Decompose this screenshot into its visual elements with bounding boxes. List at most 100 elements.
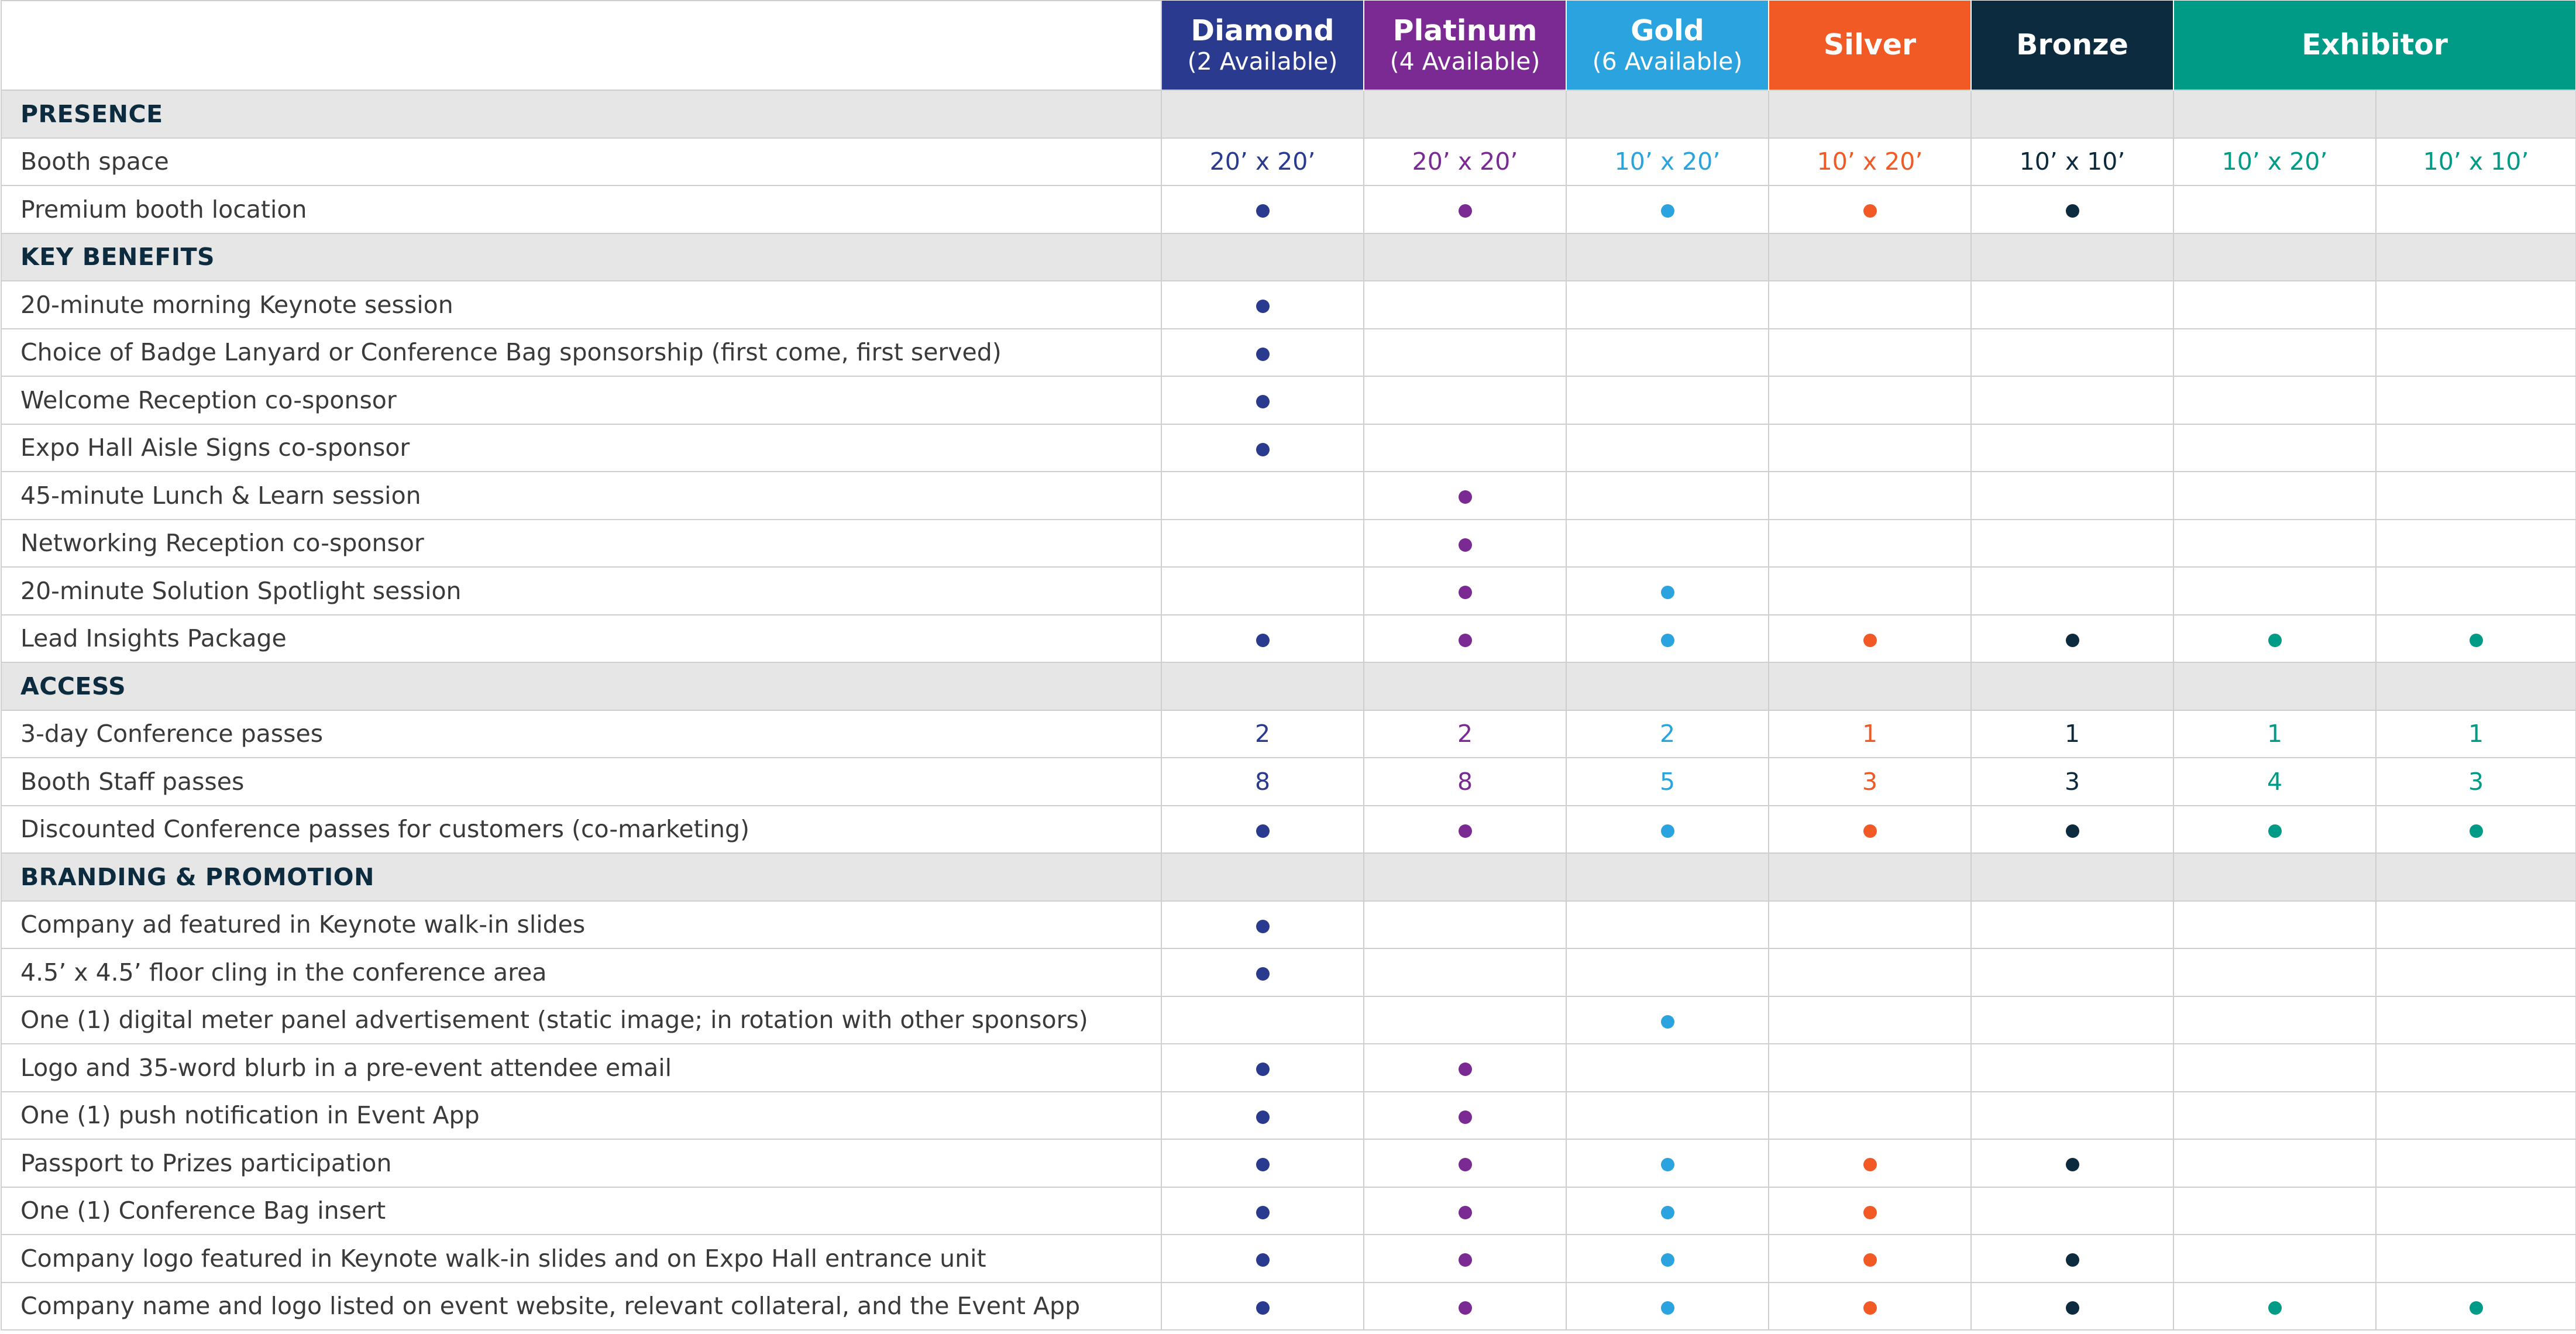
included-dot-icon	[1458, 1110, 1472, 1124]
feature-row: 20-minute Solution Spotlight session	[1, 566, 2576, 616]
included-dot-icon	[1458, 1301, 1472, 1315]
benefit-cell	[1566, 185, 1769, 234]
feature-row: One (1) Conference Bag insert	[1, 1186, 2576, 1235]
benefit-cell	[1363, 1281, 1567, 1330]
empty-cell	[2173, 1234, 2376, 1283]
included-dot-icon	[1458, 204, 1472, 218]
empty-cell	[2173, 1091, 2376, 1140]
benefit-value: 20’ x 20’	[1363, 137, 1567, 186]
empty-cell	[1363, 376, 1567, 425]
section-cell	[1363, 232, 1567, 281]
empty-cell	[1566, 518, 1769, 568]
empty-cell	[1970, 376, 2174, 425]
feature-label: Company logo featured in Keynote walk-in…	[1, 1234, 1162, 1283]
benefit-cell	[1363, 1091, 1567, 1140]
included-dot-icon	[1458, 586, 1472, 600]
empty-cell	[1768, 328, 1972, 377]
benefit-cell	[1161, 185, 1364, 234]
feature-label: 4.5’ x 4.5’ floor cling in the conferenc…	[1, 948, 1162, 997]
empty-cell	[2173, 471, 2376, 520]
empty-cell	[2173, 185, 2376, 234]
empty-cell	[2173, 280, 2376, 329]
feature-row: 4.5’ x 4.5’ floor cling in the conferenc…	[1, 948, 2576, 997]
feature-row: Company logo featured in Keynote walk-in…	[1, 1234, 2576, 1283]
benefit-cell	[1161, 614, 1364, 663]
benefit-cell	[1363, 1043, 1567, 1092]
empty-cell	[1970, 1091, 2174, 1140]
feature-row: Company ad featured in Keynote walk-in s…	[1, 900, 2576, 949]
benefit-cell	[1161, 328, 1364, 377]
section-header-row: BRANDING & PROMOTION	[1, 852, 2576, 902]
feature-label: Premium booth location	[1, 185, 1162, 234]
benefit-value: 10’ x 10’	[1970, 137, 2174, 186]
empty-cell	[1363, 948, 1567, 997]
feature-label: One (1) digital meter panel advertisemen…	[1, 995, 1162, 1044]
benefit-value: 20’ x 20’	[1161, 137, 1364, 186]
section-cell	[1768, 232, 1972, 281]
included-dot-icon	[2469, 633, 2483, 647]
section-cell	[2173, 90, 2376, 139]
tier-name: Gold	[1631, 14, 1704, 48]
benefit-cell	[1363, 1186, 1567, 1235]
empty-cell	[1566, 376, 1769, 425]
empty-cell	[1970, 1186, 2174, 1235]
included-dot-icon	[1256, 1253, 1270, 1267]
empty-cell	[1970, 471, 2174, 520]
included-dot-icon	[1458, 1253, 1472, 1267]
tier-name: Exhibitor	[2302, 27, 2448, 61]
feature-label: Logo and 35-word blurb in a pre-event at…	[1, 1043, 1162, 1092]
empty-cell	[1768, 471, 1972, 520]
included-dot-icon	[1256, 1301, 1270, 1315]
empty-cell	[1363, 280, 1567, 329]
included-dot-icon	[2268, 633, 2282, 647]
benefit-cell	[1768, 185, 1972, 234]
empty-cell	[1363, 995, 1567, 1044]
feature-label: 3-day Conference passes	[1, 709, 1162, 758]
benefit-cell	[1970, 804, 2174, 854]
section-cell	[1768, 852, 1972, 902]
benefit-cell	[1768, 804, 1972, 854]
benefit-cell	[2375, 614, 2576, 663]
section-cell	[1566, 662, 1769, 711]
empty-cell	[2375, 518, 2576, 568]
empty-cell	[2375, 1186, 2576, 1235]
section-cell	[2375, 662, 2576, 711]
included-dot-icon	[2065, 1158, 2079, 1172]
benefit-value: 1	[2173, 709, 2376, 758]
benefit-value: 5	[1566, 757, 1769, 806]
tier-availability: (4 Available)	[1390, 47, 1540, 75]
section-cell	[1363, 662, 1567, 711]
included-dot-icon	[1458, 1205, 1472, 1219]
tier-header-platinum: Platinum (4 Available)	[1364, 1, 1567, 90]
benefit-cell	[1970, 1281, 2174, 1330]
empty-cell	[1363, 423, 1567, 472]
benefit-cell	[1768, 1139, 1972, 1188]
benefit-cell	[1566, 995, 1769, 1044]
benefit-cell	[2173, 804, 2376, 854]
benefit-cell	[2375, 1281, 2576, 1330]
empty-cell	[1970, 423, 2174, 472]
tier-header-silver: Silver	[1769, 1, 1972, 90]
tier-header-gold: Gold (6 Available)	[1566, 1, 1769, 90]
tier-header-exhibitor: Exhibitor	[2173, 1, 2576, 90]
benefit-value: 2	[1161, 709, 1364, 758]
empty-cell	[2375, 900, 2576, 949]
included-dot-icon	[1863, 1205, 1877, 1219]
included-dot-icon	[1256, 442, 1270, 456]
benefit-cell	[2173, 614, 2376, 663]
empty-cell	[1970, 518, 2174, 568]
feature-row: Booth Staff passes 8 8 5 3 3 4 3	[1, 757, 2576, 806]
empty-cell	[1768, 566, 1972, 616]
benefit-value: 2	[1363, 709, 1567, 758]
empty-cell	[1161, 566, 1364, 616]
tier-name: Platinum	[1392, 14, 1538, 48]
section-cell	[1970, 90, 2174, 139]
benefit-cell	[1566, 1281, 1769, 1330]
included-dot-icon	[1863, 1158, 1877, 1172]
included-dot-icon	[2469, 824, 2483, 838]
included-dot-icon	[1458, 538, 1472, 552]
benefit-cell	[1161, 1139, 1364, 1188]
included-dot-icon	[1256, 967, 1270, 981]
included-dot-icon	[2469, 1301, 2483, 1315]
empty-cell	[2375, 1234, 2576, 1283]
